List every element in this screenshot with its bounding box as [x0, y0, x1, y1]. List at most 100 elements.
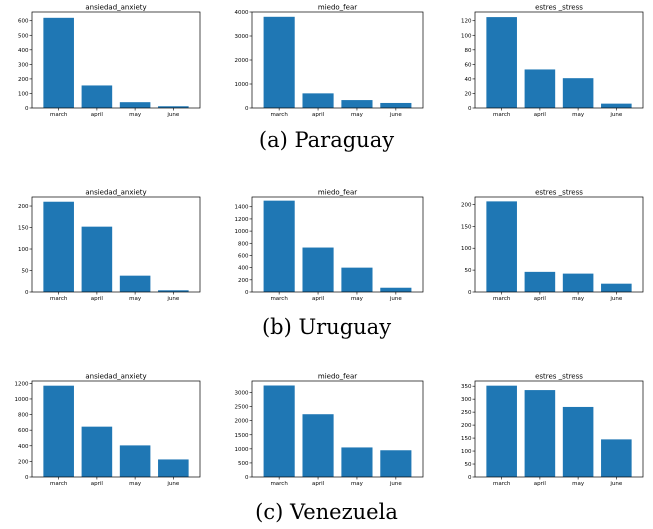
x-tick-label: april: [534, 481, 547, 487]
bar-march: [263, 16, 295, 108]
y-tick-label: 100: [461, 449, 472, 455]
y-tick-label: 2500: [235, 405, 249, 411]
caption-paraguay: (a) Paraguay: [258, 128, 395, 152]
plot-frame: [474, 11, 644, 109]
y-tick-label: 40: [465, 77, 472, 83]
plot-frame: [251, 380, 424, 478]
bar-march: [263, 200, 295, 292]
y-tick-label: 150: [18, 226, 29, 232]
y-tick-label: 1000: [235, 447, 249, 453]
bar-april: [302, 414, 334, 477]
chart-title: ansiedad_anxiety: [85, 373, 146, 381]
x-tick-label: march: [493, 112, 511, 118]
x-tick-label: june: [389, 481, 402, 487]
y-tick-label: 600: [238, 253, 249, 259]
bar-june: [601, 439, 632, 477]
y-tick-label: 800: [238, 241, 249, 247]
chart-title: estres _stress: [535, 189, 583, 197]
x-tick-label: may: [351, 112, 364, 118]
bar-april: [524, 69, 556, 108]
bar-may: [562, 273, 594, 292]
plot-frame: [31, 196, 201, 293]
bar-may: [341, 100, 373, 108]
y-tick-label: 150: [461, 224, 472, 230]
y-tick-label: 20: [465, 91, 472, 97]
bar-june: [601, 103, 632, 108]
y-tick-label: 200: [238, 278, 249, 284]
y-tick-label: 300: [461, 397, 472, 403]
x-tick-label: june: [389, 112, 402, 118]
y-tick-label: 100: [18, 247, 29, 253]
x-tick-label: april: [312, 112, 325, 118]
plot-frame: [474, 380, 644, 478]
bar-june: [158, 459, 189, 477]
x-tick-label: march: [50, 481, 68, 487]
bar-may: [341, 267, 373, 292]
bar-april: [524, 390, 556, 477]
bar-march: [263, 385, 295, 477]
x-tick-label: march: [493, 296, 511, 302]
y-tick-label: 50: [465, 268, 472, 274]
y-tick-label: 300: [18, 62, 29, 68]
y-tick-label: 120: [461, 19, 472, 25]
x-tick-label: june: [166, 296, 179, 302]
bar-april: [302, 247, 334, 292]
chart-title: ansiedad_anxiety: [85, 4, 146, 12]
plot-frame: [251, 196, 424, 293]
x-tick-label: april: [534, 296, 547, 302]
y-tick-label: 1000: [235, 82, 249, 88]
x-tick-label: may: [572, 296, 585, 302]
y-tick-label: 600: [18, 19, 29, 25]
y-tick-label: 350: [461, 384, 472, 390]
y-tick-label: 3000: [235, 391, 249, 397]
plot-frame: [251, 11, 424, 109]
chart-title: miedo_fear: [318, 373, 357, 381]
y-tick-label: 0: [245, 475, 249, 481]
bar-may: [119, 275, 151, 292]
bar-march: [486, 201, 517, 292]
x-tick-label: june: [166, 481, 179, 487]
bar-may: [119, 445, 151, 477]
bar-june: [158, 290, 189, 292]
bar-march: [486, 385, 517, 477]
y-tick-label: 4000: [235, 10, 249, 16]
y-tick-label: 0: [468, 475, 472, 481]
bar-june: [158, 106, 189, 108]
plot-frame: [474, 196, 644, 293]
y-tick-label: 50: [22, 269, 29, 275]
x-tick-label: april: [312, 296, 325, 302]
x-tick-label: april: [91, 296, 104, 302]
y-tick-label: 400: [18, 444, 29, 450]
y-tick-label: 0: [25, 475, 29, 481]
bar-may: [119, 102, 151, 108]
x-tick-label: april: [91, 481, 104, 487]
bar-may: [341, 447, 373, 477]
bar-april: [81, 85, 113, 108]
x-tick-label: june: [166, 112, 179, 118]
bar-march: [486, 17, 517, 108]
y-tick-label: 500: [238, 461, 249, 467]
bar-may: [562, 406, 594, 477]
y-tick-label: 200: [461, 423, 472, 429]
y-tick-label: 800: [18, 413, 29, 419]
y-tick-label: 1500: [235, 433, 249, 439]
y-tick-label: 200: [18, 459, 29, 465]
x-tick-label: june: [609, 296, 622, 302]
x-tick-label: may: [351, 481, 364, 487]
bar-june: [380, 450, 412, 477]
bar-march: [43, 201, 74, 292]
bar-april: [524, 271, 556, 292]
y-tick-label: 0: [468, 290, 472, 296]
chart-title: miedo_fear: [318, 4, 357, 12]
y-tick-label: 0: [245, 290, 249, 296]
bar-april: [302, 93, 334, 108]
y-tick-label: 1200: [235, 217, 249, 223]
x-tick-label: june: [609, 112, 622, 118]
y-tick-label: 1000: [15, 397, 29, 403]
y-tick-label: 2000: [235, 58, 249, 64]
